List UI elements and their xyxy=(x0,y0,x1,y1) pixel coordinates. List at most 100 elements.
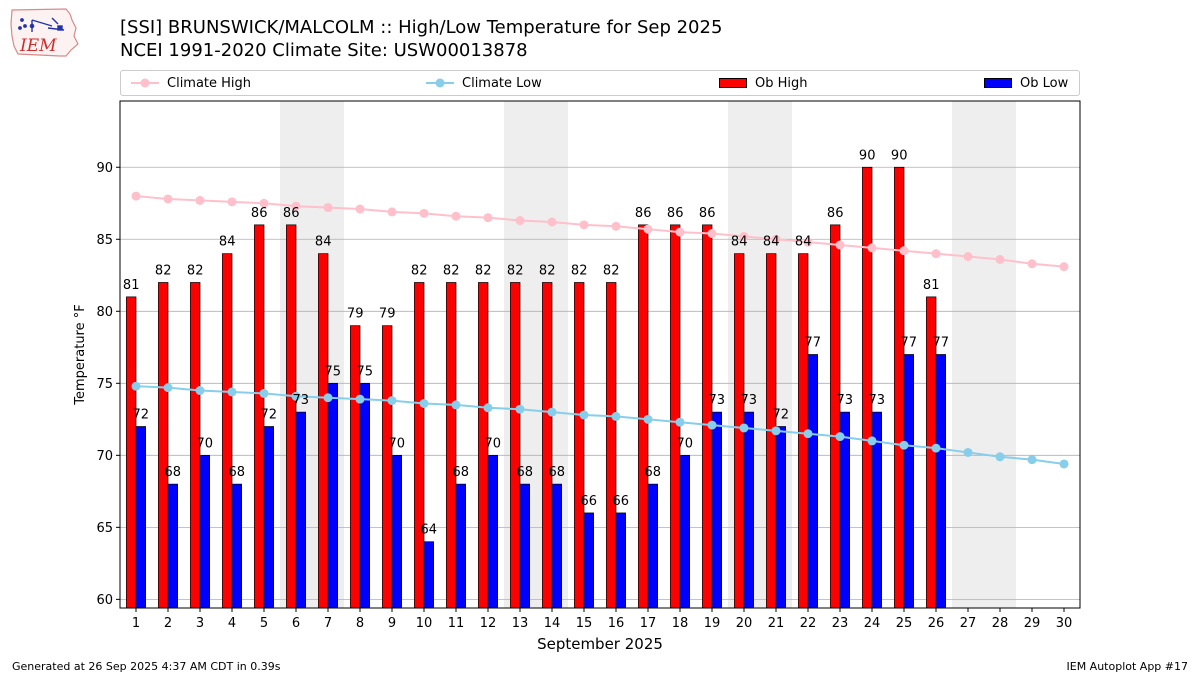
legend-item-climate-high: Climate High xyxy=(131,71,251,95)
x-tick-label: 18 xyxy=(672,616,689,631)
x-tick-label: 5 xyxy=(260,616,268,631)
x-tick-label: 9 xyxy=(388,616,396,631)
chart-subtitle: NCEI 1991-2020 Climate Site: USW00013878 xyxy=(120,40,528,61)
x-tick-label: 15 xyxy=(576,616,593,631)
x-tick-label: 8 xyxy=(356,616,364,631)
climate-high-point xyxy=(387,207,397,217)
x-tick-label: 13 xyxy=(512,616,529,631)
ob-high-label: 82 xyxy=(507,263,524,278)
climate-low-line xyxy=(135,385,1065,465)
climate-low-point xyxy=(1059,459,1069,469)
climate-high-point xyxy=(291,201,301,211)
climate-low-swatch xyxy=(426,78,454,88)
ob-high-label: 82 xyxy=(155,263,172,278)
x-tick-label: 14 xyxy=(544,616,561,631)
ob-high-label: 84 xyxy=(219,235,236,250)
bar-value-labels: 81 82 82 84 86 86 84 79 79 82 82 82 82 82 82 82 86 86 86 84… xyxy=(123,148,949,537)
chart-title: [SSI] BRUNSWICK/MALCOLM :: High/Low Temp… xyxy=(120,17,723,38)
ob-low-bar xyxy=(295,411,306,609)
ob-high-bar xyxy=(574,282,585,609)
climate-high-line xyxy=(135,195,1065,268)
climate-low-point xyxy=(771,426,781,436)
ob-low-bar xyxy=(839,411,850,609)
ob-high-bar xyxy=(862,166,873,609)
ob-low-bar xyxy=(263,426,274,609)
climate-low-point xyxy=(643,414,653,424)
ob-low-bar xyxy=(423,541,434,609)
ob-low-label: 73 xyxy=(293,393,310,408)
climate-high-point xyxy=(355,204,365,214)
climate-low-point xyxy=(323,393,333,403)
generated-timestamp: Generated at 26 Sep 2025 4:37 AM CDT in … xyxy=(12,660,281,673)
y-tick-label: 80 xyxy=(96,305,113,320)
x-tick-label: 28 xyxy=(992,616,1009,631)
ob-high-label: 84 xyxy=(763,235,780,250)
climate-low-point xyxy=(547,407,557,417)
climate-low-point xyxy=(867,436,877,446)
x-tick-label: 22 xyxy=(800,616,817,631)
climate-high-point xyxy=(803,237,813,247)
climate-high-point xyxy=(867,243,877,253)
climate-high-point xyxy=(707,229,717,239)
ob-high-label: 82 xyxy=(187,263,204,278)
ob-low-label: 73 xyxy=(837,393,854,408)
climate-high-point xyxy=(771,234,781,244)
ob-low-label: 77 xyxy=(805,336,822,351)
ob-high-label: 84 xyxy=(795,235,812,250)
app-id: IEM Autoplot App #17 xyxy=(1066,660,1189,673)
ob-low-label: 73 xyxy=(709,393,726,408)
y-tick-label: 85 xyxy=(96,233,113,248)
ob-high-label: 82 xyxy=(603,263,620,278)
x-tick-label: 10 xyxy=(416,616,433,631)
x-tick-label: 1 xyxy=(132,616,140,631)
grid-lines xyxy=(120,166,1080,600)
ob-low-label: 70 xyxy=(485,436,502,451)
climate-high-point xyxy=(131,191,141,201)
climate-high-point xyxy=(227,197,237,207)
iem-logo: IEM xyxy=(10,8,79,57)
climate-low-point xyxy=(419,398,429,408)
ob-low-bar xyxy=(199,454,210,609)
climate-high-point xyxy=(195,195,205,205)
ob-low-label: 68 xyxy=(165,465,182,480)
ob-high-label: 81 xyxy=(123,278,140,293)
ob-high-bar xyxy=(286,224,297,609)
svg-text:IEM: IEM xyxy=(19,36,57,56)
ob-high-label: 84 xyxy=(731,235,748,250)
y-tick-label: 70 xyxy=(96,449,113,464)
climate-high-point xyxy=(419,208,429,218)
ob-low-bar xyxy=(935,354,946,609)
ob-low-label: 72 xyxy=(133,408,150,423)
ob-high-bar xyxy=(414,282,425,609)
climate-low-point xyxy=(835,432,845,442)
x-axis-label: September 2025 xyxy=(537,635,663,653)
ob-low-label: 75 xyxy=(325,364,342,379)
climate-high-point xyxy=(515,216,525,226)
ob-low-bar xyxy=(583,512,594,609)
x-tick-label: 4 xyxy=(228,616,236,631)
ob-high-label: 82 xyxy=(443,263,460,278)
ob-low-label: 70 xyxy=(389,436,406,451)
climate-high-point xyxy=(899,246,909,256)
legend-label-ob-low: Ob Low xyxy=(1020,75,1069,91)
legend-label-climate-high: Climate High xyxy=(167,75,252,91)
ob-high-bar xyxy=(830,224,841,609)
ob-high-bar xyxy=(318,253,329,609)
x-tick-label: 21 xyxy=(768,616,785,631)
ob-low-bar xyxy=(231,483,242,609)
x-tick-label: 26 xyxy=(928,616,945,631)
climate-low-point xyxy=(291,391,301,401)
climate-high-point xyxy=(643,224,653,234)
ob-high-bar xyxy=(446,282,457,609)
climate-low-point xyxy=(675,417,685,427)
climate-high-point xyxy=(963,252,973,262)
ob-high-bar xyxy=(158,282,169,609)
ob-high-bar xyxy=(894,166,905,609)
ob-low-label: 73 xyxy=(869,393,886,408)
climate-high-point xyxy=(451,211,461,221)
climate-low-point xyxy=(163,383,173,393)
ob-high-label: 82 xyxy=(475,263,492,278)
ob-low-bar xyxy=(359,382,370,609)
